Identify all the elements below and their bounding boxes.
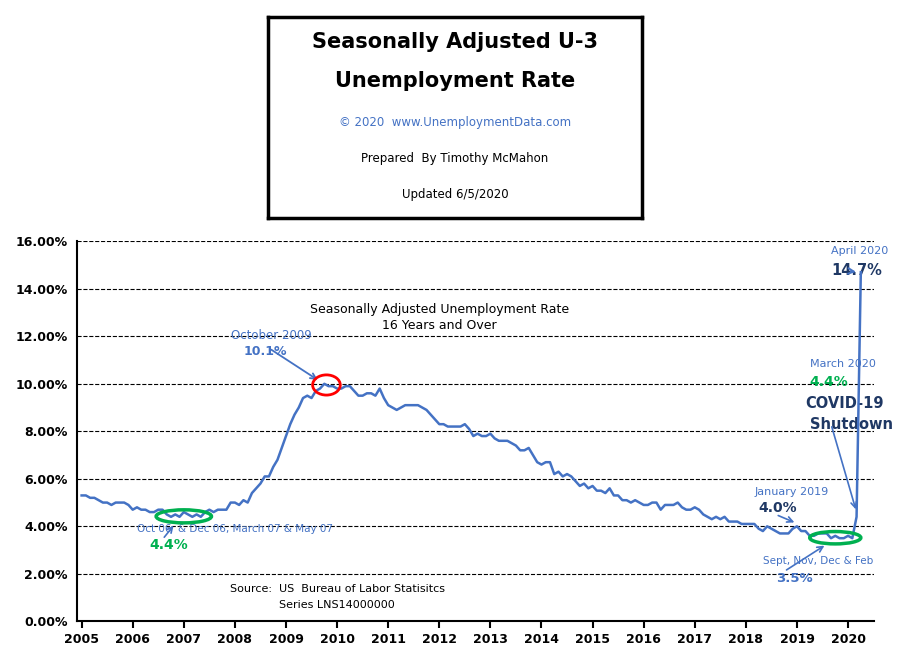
Text: Seasonally Adjusted Unemployment Rate: Seasonally Adjusted Unemployment Rate bbox=[309, 303, 569, 315]
Text: Shutdown: Shutdown bbox=[810, 417, 893, 432]
Text: 4.0%: 4.0% bbox=[759, 501, 797, 515]
Text: Prepared  By Timothy McMahon: Prepared By Timothy McMahon bbox=[361, 152, 549, 165]
Text: COVID-19: COVID-19 bbox=[805, 395, 884, 410]
Text: Seasonally Adjusted U-3: Seasonally Adjusted U-3 bbox=[312, 32, 598, 52]
Text: 4.4%: 4.4% bbox=[150, 538, 188, 552]
Text: Updated 6/5/2020: Updated 6/5/2020 bbox=[401, 188, 509, 202]
Text: 3.5%: 3.5% bbox=[775, 572, 813, 585]
Text: April 2020: April 2020 bbox=[831, 247, 888, 256]
Text: Sept, Nov, Dec & Feb: Sept, Nov, Dec & Feb bbox=[763, 557, 873, 566]
Text: © 2020  www.UnemploymentData.com: © 2020 www.UnemploymentData.com bbox=[339, 116, 571, 129]
Text: 4.4%: 4.4% bbox=[810, 375, 848, 389]
Text: Oct 06  & Dec 06, March 07 & May 07: Oct 06 & Dec 06, March 07 & May 07 bbox=[137, 524, 333, 534]
Text: March 2020: March 2020 bbox=[810, 359, 875, 369]
Text: 10.1%: 10.1% bbox=[243, 345, 287, 358]
Text: 16 Years and Over: 16 Years and Over bbox=[382, 319, 497, 332]
Text: 14.7%: 14.7% bbox=[831, 262, 882, 278]
Text: Series LNS14000000: Series LNS14000000 bbox=[279, 600, 395, 610]
Text: January 2019: January 2019 bbox=[754, 487, 829, 498]
Text: Source:  US  Bureau of Labor Statisitcs: Source: US Bureau of Labor Statisitcs bbox=[229, 584, 445, 594]
Text: Unemployment Rate: Unemployment Rate bbox=[335, 71, 575, 91]
Text: October 2009: October 2009 bbox=[230, 329, 311, 342]
